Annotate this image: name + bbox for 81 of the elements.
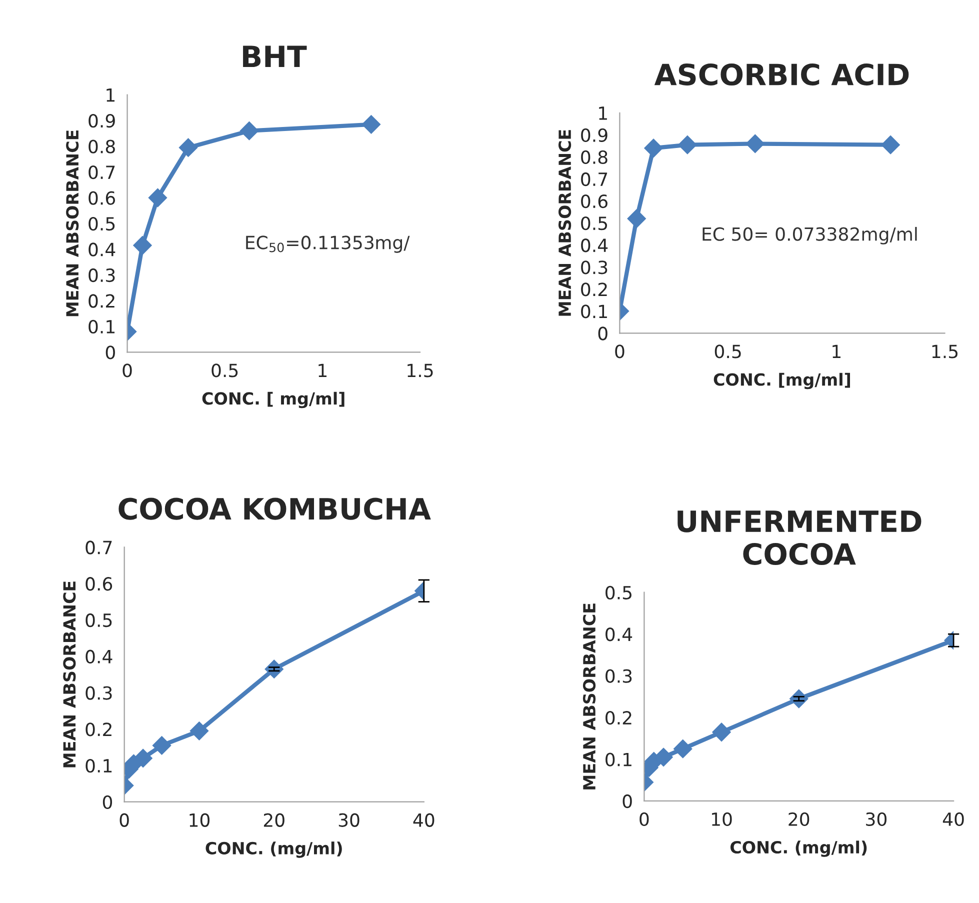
x-axis-title: CONC. [mg/ml] xyxy=(714,372,850,390)
x-tick-label: 1.5 xyxy=(408,364,433,378)
point xyxy=(134,748,152,768)
y-tick-label: 0.1 xyxy=(86,758,112,773)
y-tick-label: 1 xyxy=(106,88,114,102)
y-axis-title: MEAN ABSORBANCE xyxy=(558,130,572,316)
chart-title: ASCORBIC ACID xyxy=(654,63,909,86)
y-axis-title: MEAN ABSORBANCE xyxy=(66,130,79,316)
point xyxy=(678,135,697,154)
x-tick-label: 0.5 xyxy=(212,364,238,378)
x-tick-label: 40 xyxy=(413,813,434,827)
x-axis-title: CONC. (mg/ml) xyxy=(730,840,867,857)
y-tick-label: 0.1 xyxy=(88,320,114,334)
y-tick-label: 0.6 xyxy=(581,194,608,208)
y-tick-label: 0.3 xyxy=(581,260,608,274)
y-tick-label: 0.8 xyxy=(88,140,115,154)
y-tick-label: 0.5 xyxy=(88,216,115,231)
y-tick-label: 0.4 xyxy=(581,238,608,252)
x-tick-label: 10 xyxy=(712,812,732,826)
y-tick-label: 0.7 xyxy=(86,540,112,554)
annotation: EC$_{50}$=0.11353mg/ xyxy=(246,236,410,253)
y-tick-label: 0.5 xyxy=(86,613,112,628)
point xyxy=(712,722,731,742)
chart-title: COCOA KOMBUCHA xyxy=(118,498,431,520)
x-tick-label: 20 xyxy=(788,812,810,826)
y-tick-label: 0.6 xyxy=(86,577,112,591)
point xyxy=(148,188,168,208)
y-tick-label: 0.3 xyxy=(88,268,115,282)
y-tick-label: 0.3 xyxy=(606,669,632,683)
y-tick-label: 0.2 xyxy=(606,710,632,725)
x-tick-label: 0 xyxy=(640,812,649,826)
y-tick-label: 0.3 xyxy=(86,686,112,700)
chart-title: UNFERMENTED COCOA xyxy=(678,510,922,566)
x-tick-label: 0 xyxy=(122,364,132,378)
y-axis-title: MEAN ABSORBANCE xyxy=(63,582,76,768)
point xyxy=(746,134,764,154)
y-tick-label: 0.9 xyxy=(88,114,115,128)
x-tick-label: 10 xyxy=(190,813,210,827)
x-tick-label: 0 xyxy=(120,813,129,827)
y-tick-label: 0.6 xyxy=(88,191,116,205)
y-tick-label: 0.5 xyxy=(581,216,608,230)
y-tick-label: 0.2 xyxy=(581,282,607,296)
y-tick-label: 0 xyxy=(622,794,632,808)
point xyxy=(673,739,692,758)
y-tick-label: 0.8 xyxy=(581,150,608,164)
y-tick-label: 0.5 xyxy=(606,586,632,600)
y-tick-label: 0.9 xyxy=(581,128,608,142)
y-tick-label: 0.2 xyxy=(88,294,114,308)
y-tick-label: 1 xyxy=(599,106,607,120)
point xyxy=(133,236,152,255)
x-tick-label: 40 xyxy=(942,812,964,826)
point xyxy=(644,138,663,158)
y-tick-label: 0.1 xyxy=(581,304,607,318)
annotation: EC 50= 0.073382mg/ml xyxy=(702,226,917,244)
point xyxy=(881,135,900,154)
x-axis-title: CONC. [ mg/ml] xyxy=(202,392,344,408)
y-tick-label: 0.2 xyxy=(86,722,112,736)
y-tick-label: 0.4 xyxy=(88,242,116,256)
point xyxy=(362,115,381,134)
y-tick-label: 0.1 xyxy=(606,752,632,766)
y-tick-label: 0.4 xyxy=(606,628,632,642)
y-tick-label: 0 xyxy=(102,795,112,809)
chart-title: BHT xyxy=(243,46,307,68)
x-tick-label: 30 xyxy=(866,812,886,826)
x-tick-label: 0.5 xyxy=(714,344,741,358)
point xyxy=(152,736,172,755)
y-tick-label: 0.7 xyxy=(581,172,608,186)
x-tick-label: 30 xyxy=(338,813,360,827)
point xyxy=(240,121,259,140)
y-axis-title: MEAN ABSORBANCE xyxy=(582,604,596,790)
point xyxy=(190,722,209,740)
x-tick-label: 20 xyxy=(264,813,284,827)
y-tick-label: 0.7 xyxy=(88,165,115,180)
y-tick-label: 0.4 xyxy=(86,650,112,664)
x-tick-label: 1 xyxy=(318,364,326,377)
x-tick-label: 1 xyxy=(832,344,840,358)
x-axis-title: CONC. (mg/ml) xyxy=(206,842,342,858)
y-tick-label: 0 xyxy=(598,326,608,340)
point xyxy=(178,138,198,157)
x-tick-label: 1.5 xyxy=(932,344,958,358)
point xyxy=(627,209,646,228)
